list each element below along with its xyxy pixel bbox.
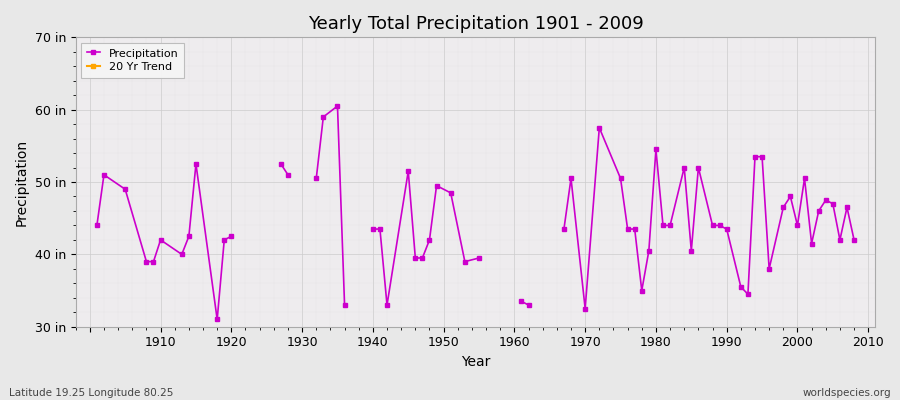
Precipitation xyxy=(226,234,237,239)
Precipitation xyxy=(191,162,202,166)
Title: Yearly Total Precipitation 1901 - 2009: Yearly Total Precipitation 1901 - 2009 xyxy=(308,15,644,33)
Precipitation xyxy=(212,317,222,322)
Precipitation xyxy=(184,234,194,239)
Precipitation xyxy=(120,187,130,192)
Precipitation xyxy=(92,223,103,228)
Precipitation xyxy=(148,259,159,264)
Precipitation xyxy=(176,252,187,257)
Precipitation xyxy=(141,259,152,264)
Precipitation xyxy=(99,172,110,177)
Precipitation xyxy=(155,238,166,242)
Text: Latitude 19.25 Longitude 80.25: Latitude 19.25 Longitude 80.25 xyxy=(9,388,174,398)
Precipitation xyxy=(219,238,230,242)
Text: worldspecies.org: worldspecies.org xyxy=(803,388,891,398)
Line: Precipitation: Precipitation xyxy=(94,162,233,322)
Legend: Precipitation, 20 Yr Trend: Precipitation, 20 Yr Trend xyxy=(81,43,184,78)
Y-axis label: Precipitation: Precipitation xyxy=(15,138,29,226)
X-axis label: Year: Year xyxy=(461,355,491,369)
